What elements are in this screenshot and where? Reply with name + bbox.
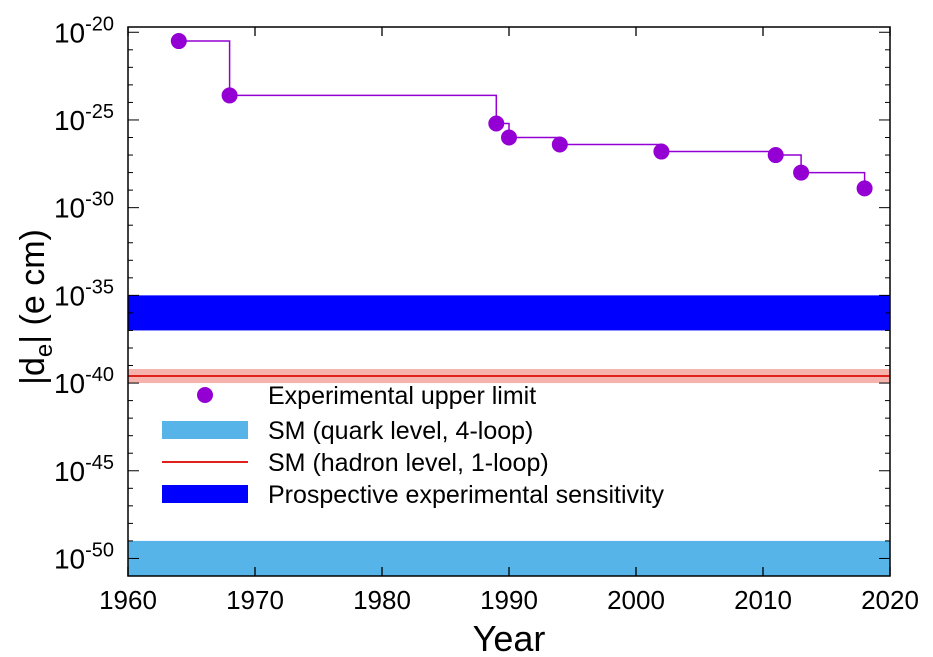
data-point-6 (767, 147, 784, 164)
band-3 (128, 295, 890, 331)
legend-marker-experimental (197, 387, 213, 403)
legend-label-3: Prospective experimental sensitivity (268, 481, 664, 509)
data-point-7 (793, 164, 810, 181)
legend-swatch-1 (162, 421, 248, 439)
y-tick-label: 10-35 (54, 276, 114, 311)
y-tick-base: 10 (54, 543, 85, 574)
y-tick-exponent: -20 (85, 13, 114, 35)
x-tick-label: 2010 (734, 585, 792, 615)
y-tick-label: 10-50 (54, 539, 114, 574)
experimental-points (170, 33, 873, 197)
y-tick-base: 10 (54, 105, 85, 136)
legend: Experimental upper limit SM (quark level,… (162, 382, 664, 509)
legend-label-0: Experimental upper limit (268, 382, 536, 410)
x-tick-label: 1980 (353, 585, 411, 615)
data-point-1 (221, 87, 238, 104)
x-tick-label: 2000 (607, 585, 665, 615)
legend-label-1: SM (quark level, 4-loop) (268, 417, 533, 445)
ylabel-rest: | (e cm) (14, 229, 52, 344)
y-tick-base: 10 (54, 280, 85, 311)
legend-swatch-3 (162, 485, 248, 503)
x-axis-label: Year (473, 618, 546, 657)
data-point-4 (551, 136, 568, 153)
legend-label-2: SM (hadron level, 1-loop) (268, 449, 549, 477)
y-tick-base: 10 (54, 368, 85, 399)
x-tick-label: 2020 (861, 585, 919, 615)
data-point-0 (170, 33, 187, 50)
data-point-5 (653, 143, 670, 160)
data-point-8 (856, 180, 873, 197)
y-tick-base: 10 (54, 456, 85, 487)
y-tick-label: 10-45 (54, 452, 114, 487)
x-tick-label: 1990 (480, 585, 538, 615)
y-tick-exponent: -45 (85, 452, 114, 474)
bands-layer (128, 295, 890, 576)
data-point-2 (488, 115, 505, 132)
y-tick-label: 10-30 (54, 189, 114, 224)
y-tick-exponent: -25 (85, 101, 114, 123)
y-tick-exponent: -50 (85, 539, 114, 561)
x-tick-label: 1960 (99, 585, 157, 615)
y-tick-exponent: -30 (85, 189, 114, 211)
y-tick-label: 10-20 (54, 13, 114, 48)
data-point-3 (501, 129, 517, 146)
ylabel-main: |d (14, 357, 52, 385)
y-tick-base: 10 (54, 193, 85, 224)
y-tick-label: 10-25 (54, 101, 114, 136)
ylabel-sub: e (31, 344, 58, 357)
y-tick-exponent: -35 (85, 276, 114, 298)
y-tick-label: 10-40 (54, 364, 114, 399)
ticks: 1960 1970 1980 1990 2000 2010 202010-2010-2510… (54, 13, 919, 615)
y-tick-base: 10 (54, 17, 85, 48)
x-tick-label: 1970 (226, 585, 284, 615)
y-tick-exponent: -40 (85, 364, 114, 386)
y-axis-label: |de| (e cm) (14, 229, 58, 385)
